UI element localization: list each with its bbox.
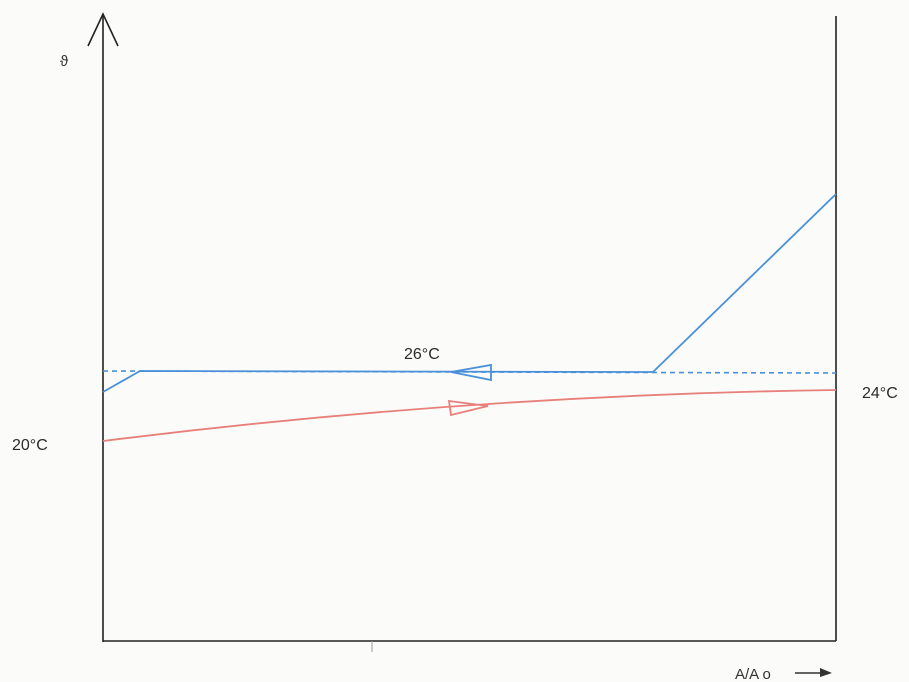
cold-stream-line (102, 389, 837, 442)
hot-stream-line (102, 193, 837, 393)
y-axis-title: ϑ (60, 53, 69, 70)
x-axis-direction-arrowhead (820, 668, 832, 677)
hot-stream-direction-arrow (450, 363, 492, 382)
x-axis-title: A/A o (735, 666, 771, 682)
cold-inlet-temperature-label: 20°C (12, 437, 48, 454)
hot-stream-temperature-label: 26°C (404, 346, 440, 363)
cold-outlet-temperature-label: 24°C (862, 385, 898, 402)
cold-stream-direction-arrow (447, 399, 489, 417)
y-axis-arrowhead (87, 12, 119, 47)
